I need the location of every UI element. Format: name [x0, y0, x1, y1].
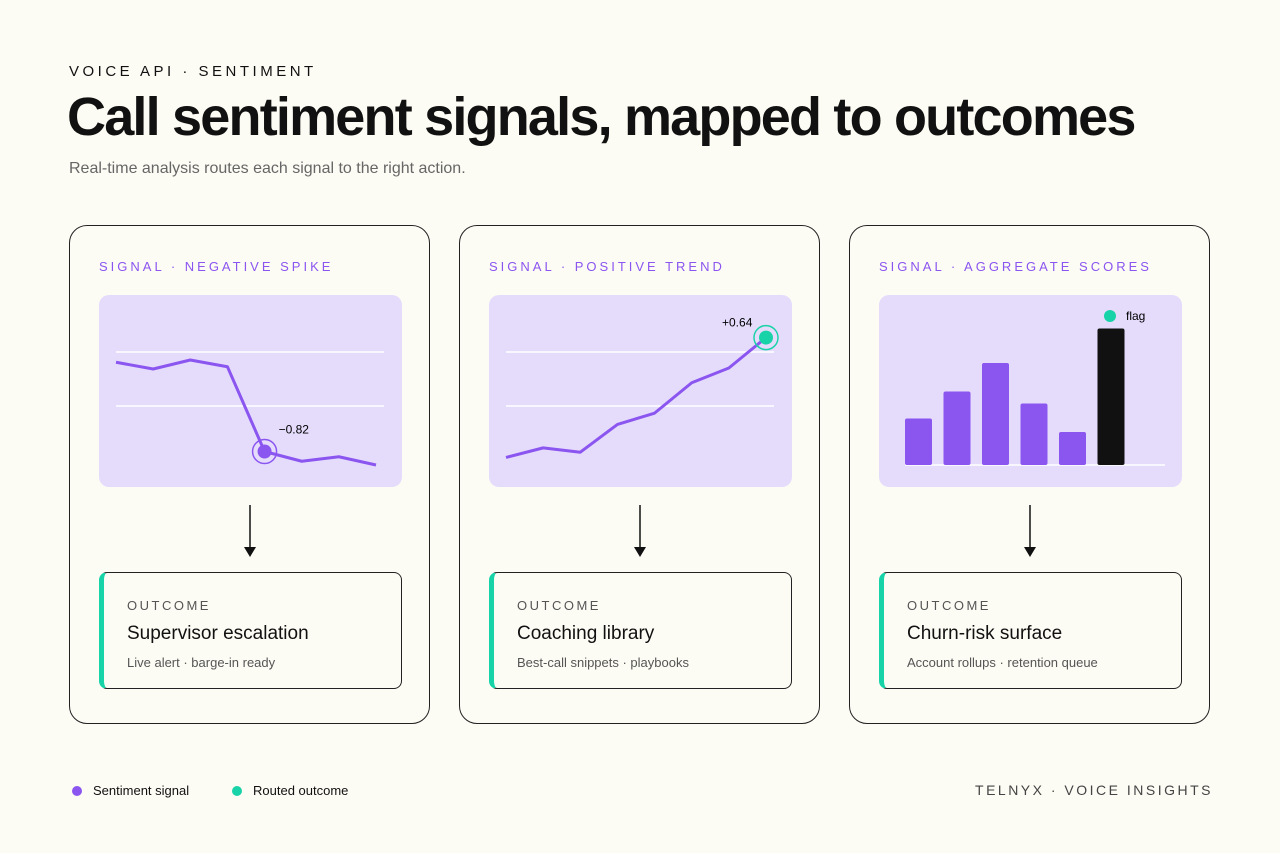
bar: [943, 391, 971, 465]
legend-label: flag: [1126, 309, 1145, 323]
arrow-head: [634, 547, 646, 557]
arrow: [1024, 505, 1036, 557]
bar: [1097, 328, 1125, 465]
card: SIGNAL · NEGATIVE SPIKE −0.82 OUTCOME Super…: [69, 225, 430, 724]
outcome: OUTCOME Supervisor escalation Live alert ·…: [99, 572, 402, 689]
arrow: [244, 505, 256, 557]
chart-svg: flag: [905, 309, 1165, 466]
signal-label: SIGNAL · POSITIVE TREND: [489, 259, 725, 274]
highlight-point: [257, 444, 272, 459]
outcome-label: OUTCOME: [907, 598, 991, 613]
highlight-ring: [753, 324, 779, 351]
bar: [1020, 403, 1048, 465]
chart: +0.64: [489, 295, 792, 487]
outcome-detail: Best-call snippets · playbooks: [517, 655, 689, 670]
outcome-title: Churn-risk surface: [907, 623, 1063, 644]
legend-dot: [1104, 310, 1116, 322]
legend-label: Sentiment signal: [93, 783, 190, 798]
outcome-label: OUTCOME: [517, 598, 601, 613]
outcome: OUTCOME Churn-risk surface Account rollups…: [879, 572, 1182, 689]
bar: [1059, 432, 1086, 465]
bar: [905, 418, 932, 465]
legend-item: Routed outcome: [232, 783, 348, 798]
highlight-point: [759, 330, 773, 345]
outcome-detail: Account rollups · retention queue: [907, 655, 1098, 670]
outcome: OUTCOME Coaching library Best-call snippet…: [489, 572, 792, 689]
legend-dot: [232, 785, 242, 796]
eyebrow: VOICE API · SENTIMENT: [69, 63, 317, 80]
value-label: +0.64: [722, 316, 753, 330]
bar: [982, 363, 1009, 465]
sentiment-line: [505, 336, 767, 459]
highlight-ring: [251, 438, 278, 465]
chart: −0.82: [99, 295, 402, 487]
outcome-label: OUTCOME: [127, 598, 211, 613]
outcome-title: Coaching library: [517, 623, 655, 644]
outcome-title: Supervisor escalation: [127, 623, 309, 644]
signal-label: SIGNAL · NEGATIVE SPIKE: [99, 259, 334, 274]
arrow: [634, 505, 646, 557]
legend-dot: [72, 785, 82, 796]
arrow-head: [244, 547, 256, 557]
chart-svg: +0.64: [505, 316, 779, 459]
signal-label: SIGNAL · AGGREGATE SCORES: [879, 259, 1152, 274]
legend-item: Sentiment signal: [72, 783, 189, 798]
subtitle: Real-time analysis routes each signal to…: [69, 160, 466, 177]
value-label: −0.82: [279, 423, 310, 437]
legend-label: Routed outcome: [253, 783, 349, 798]
arrow-head: [1024, 547, 1036, 557]
title: Call sentiment signals, mapped to outcom…: [67, 87, 1136, 147]
card: SIGNAL · POSITIVE TREND +0.64 OUTCOME Coach…: [459, 225, 820, 724]
card: SIGNAL · AGGREGATE SCORES flag OUTCOME Chur…: [849, 225, 1210, 724]
footer: TELNYX · VOICE INSIGHTS: [975, 782, 1213, 798]
chart-svg: −0.82: [115, 351, 384, 467]
sentiment-line: [115, 358, 377, 467]
chart: flag: [879, 295, 1182, 487]
outcome-detail: Live alert · barge-in ready: [127, 655, 276, 670]
